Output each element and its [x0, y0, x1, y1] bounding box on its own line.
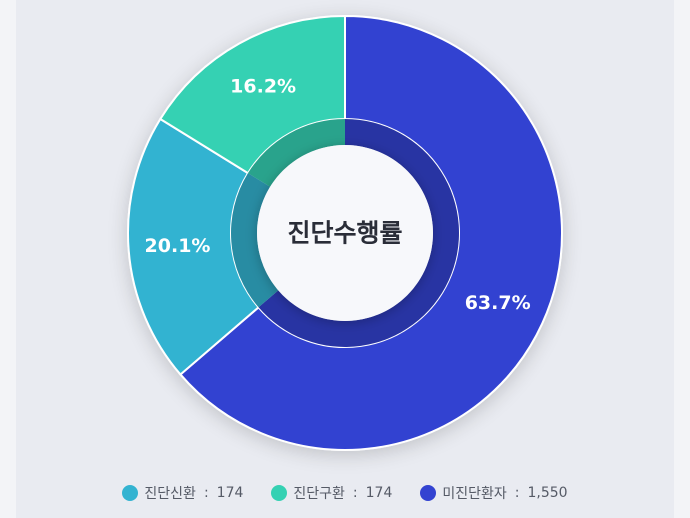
donut-inner-ring-segment	[258, 119, 459, 347]
legend-label: 진단구환	[293, 486, 345, 502]
chart-legend: 진단신환 : 174 진단구환 : 174 미진단환자 : 1,550	[0, 480, 690, 506]
legend-label: 진단신환	[144, 486, 196, 502]
legend-label: 미진단환자	[442, 486, 507, 502]
slice-percent-label: 20.1%	[145, 235, 211, 257]
center-label: 진단수행률	[287, 219, 402, 248]
legend-value: 174	[216, 485, 244, 501]
slice-percent-label: 63.7%	[465, 292, 531, 314]
legend-item-old[interactable]: 진단구환 : 174	[271, 483, 392, 503]
legend-separator: :	[514, 485, 520, 501]
legend-value: 174	[365, 485, 393, 501]
legend-item-new[interactable]: 진단신환 : 174	[122, 483, 243, 503]
legend-item-undiagnosed[interactable]: 미진단환자 : 1,550	[420, 483, 568, 503]
panel-left-edge	[0, 0, 16, 518]
donut-inner-ring-segment	[247, 119, 345, 187]
donut-chart: 진단수행률 63.7% 20.1% 16.2%	[127, 14, 563, 451]
legend-separator: :	[203, 485, 209, 501]
legend-swatch	[122, 485, 139, 501]
legend-separator: :	[352, 485, 358, 501]
slice-percent-label: 16.2%	[230, 75, 296, 97]
donut-center	[257, 145, 433, 321]
legend-swatch	[271, 485, 288, 501]
panel-right-edge	[674, 0, 690, 518]
donut-inner-ring-segment	[231, 173, 279, 308]
legend-value: 1,550	[527, 485, 568, 501]
legend-swatch	[420, 485, 437, 501]
